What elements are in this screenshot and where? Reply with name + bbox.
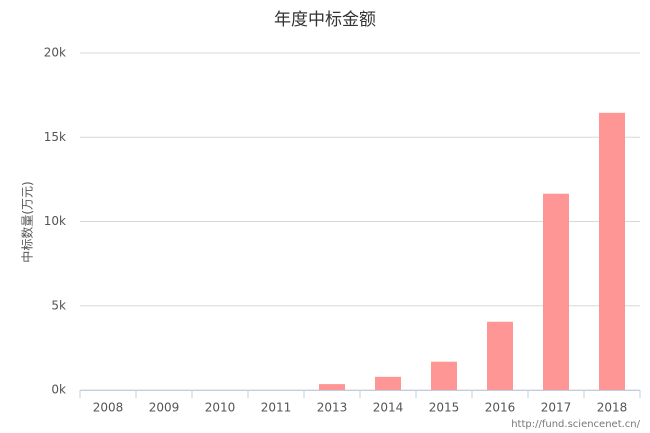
- credit: http://fund.sciencenet.cn/: [511, 419, 640, 430]
- x-tick-label: 2009: [149, 401, 180, 415]
- y-tick-label: 15k: [44, 130, 66, 144]
- x-tick-label: 2018: [597, 401, 628, 415]
- bar: [319, 384, 345, 390]
- bar: [375, 376, 401, 390]
- bar: [599, 112, 625, 390]
- bar: [543, 193, 569, 390]
- x-tick-label: 2013: [317, 401, 348, 415]
- y-tick-label: 10k: [44, 214, 66, 228]
- bar: [487, 321, 513, 390]
- chart-title: 年度中标金额: [274, 10, 376, 30]
- x-tick-label: 2014: [373, 401, 404, 415]
- y-tick-label: 0k: [51, 383, 66, 397]
- x-tick-label: 2011: [261, 401, 292, 415]
- y-tick-label: 20k: [44, 46, 66, 60]
- x-tick-label: 2008: [93, 401, 124, 415]
- y-axis-label: 中标数量(万元): [20, 181, 35, 262]
- x-tick-label: 2015: [429, 401, 460, 415]
- x-tick-label: 2016: [485, 401, 516, 415]
- bar: [431, 361, 457, 390]
- x-tick-label: 2017: [541, 401, 572, 415]
- x-tick-label: 2010: [205, 401, 236, 415]
- y-tick-label: 5k: [51, 298, 66, 312]
